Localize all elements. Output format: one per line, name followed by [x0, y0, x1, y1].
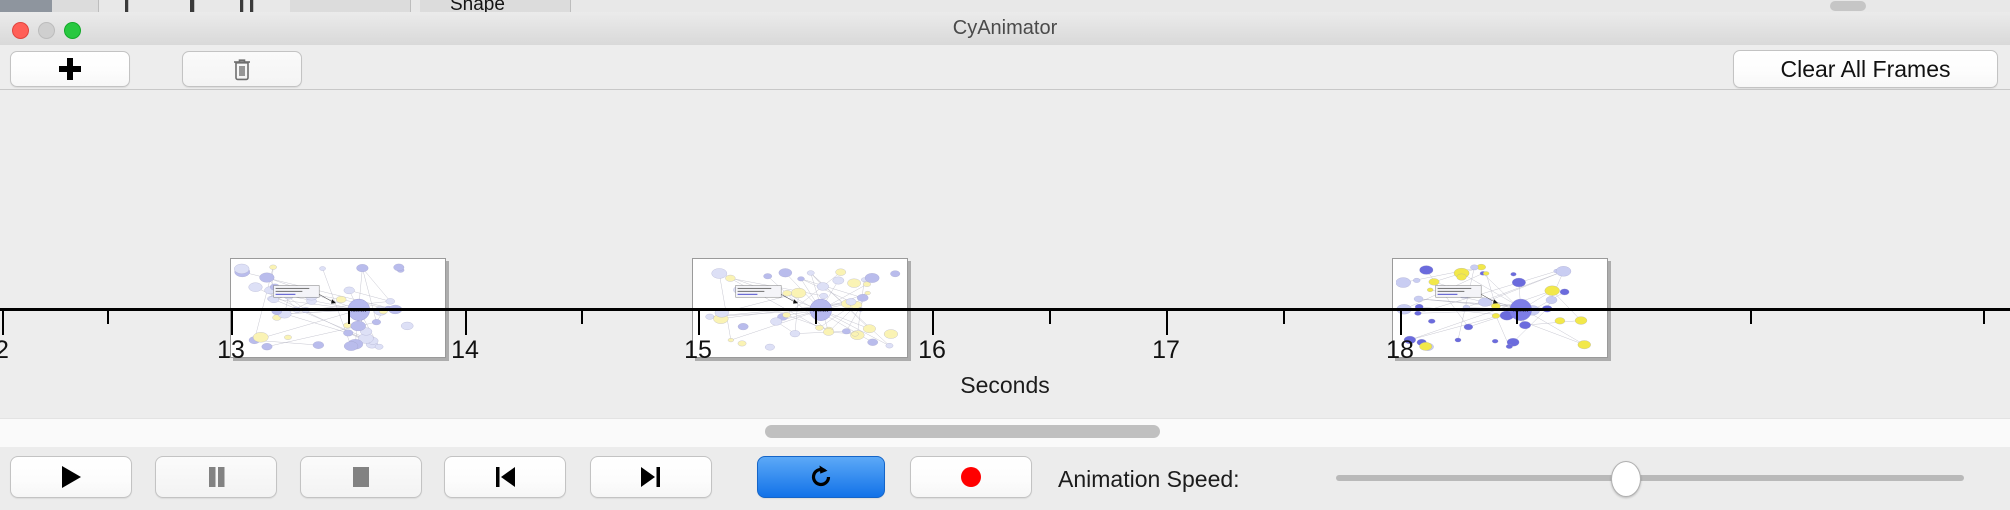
- axis-tick-minor: [581, 311, 583, 324]
- axis-tick-minor: [1283, 311, 1285, 324]
- pause-icon: [209, 467, 225, 487]
- axis-tick-label: 14: [451, 336, 479, 364]
- play-icon: [62, 466, 81, 488]
- axis-tick-major: [932, 311, 934, 335]
- plus-icon: [59, 58, 81, 80]
- clear-all-frames-label: Clear All Frames: [1780, 55, 1951, 82]
- timeline-axis: 2 13 14 15 16 17 18 Seconds: [0, 308, 2010, 422]
- axis-tick-label: 16: [918, 336, 946, 364]
- close-button[interactable]: [12, 22, 29, 39]
- axis-tick-label: 17: [1152, 336, 1180, 364]
- background-window-strip: Shape: [0, 0, 2010, 12]
- delete-frame-button[interactable]: [182, 51, 302, 87]
- axis-caption: Seconds: [960, 372, 1050, 398]
- minimize-button[interactable]: [38, 22, 55, 39]
- play-button[interactable]: [10, 456, 132, 498]
- loop-icon: [811, 465, 831, 487]
- zoom-button[interactable]: [64, 22, 81, 39]
- add-frame-button[interactable]: [10, 51, 130, 87]
- timeline-scrollbar[interactable]: [0, 418, 2010, 448]
- axis-tick-major: [1400, 311, 1402, 335]
- playback-control-bar: Animation Speed:: [0, 447, 2010, 510]
- axis-tick-minor: [348, 311, 350, 324]
- scrollbar-thumb[interactable]: [765, 425, 1160, 438]
- axis-tick-minor: [107, 311, 109, 324]
- stop-icon: [353, 467, 369, 487]
- loop-button[interactable]: [757, 456, 885, 498]
- toolbar: Clear All Frames: [0, 45, 2010, 90]
- axis-tick-major: [465, 311, 467, 335]
- record-button[interactable]: [910, 456, 1032, 498]
- axis-tick-label: 15: [684, 336, 712, 364]
- axis-tick-major: [1166, 311, 1168, 335]
- animation-speed-knob[interactable]: [1610, 461, 1641, 497]
- window-title: CyAnimator: [952, 17, 1058, 39]
- record-icon: [961, 467, 981, 487]
- clear-all-frames-button[interactable]: Clear All Frames: [1733, 50, 1998, 88]
- axis-tick-major: [698, 311, 700, 335]
- title-bar: CyAnimator: [0, 12, 2010, 46]
- axis-tick-label: 18: [1386, 336, 1414, 364]
- traffic-lights: [12, 22, 81, 39]
- first-frame-button[interactable]: [444, 456, 566, 498]
- pause-button[interactable]: [155, 456, 277, 498]
- axis-baseline: [0, 308, 2010, 311]
- background-app-label: Shape: [450, 0, 505, 12]
- axis-tick-minor: [1983, 311, 1985, 324]
- animation-speed-label: Animation Speed:: [1058, 466, 1240, 492]
- axis-tick-minor: [1750, 311, 1752, 324]
- axis-tick-minor: [1049, 311, 1051, 324]
- axis-tick-minor: [1516, 311, 1518, 324]
- animation-speed-slider[interactable]: [1336, 461, 1964, 497]
- axis-tick-label: 2: [0, 336, 9, 364]
- skip-to-start-icon: [496, 467, 515, 487]
- axis-tick-minor: [815, 311, 817, 324]
- axis-tick-major: [2, 311, 4, 335]
- skip-to-end-icon: [641, 467, 660, 487]
- axis-tick-label: 13: [217, 336, 245, 364]
- stop-button[interactable]: [300, 456, 422, 498]
- trash-icon: [234, 59, 250, 81]
- last-frame-button[interactable]: [590, 456, 712, 498]
- axis-tick-major: [231, 311, 233, 335]
